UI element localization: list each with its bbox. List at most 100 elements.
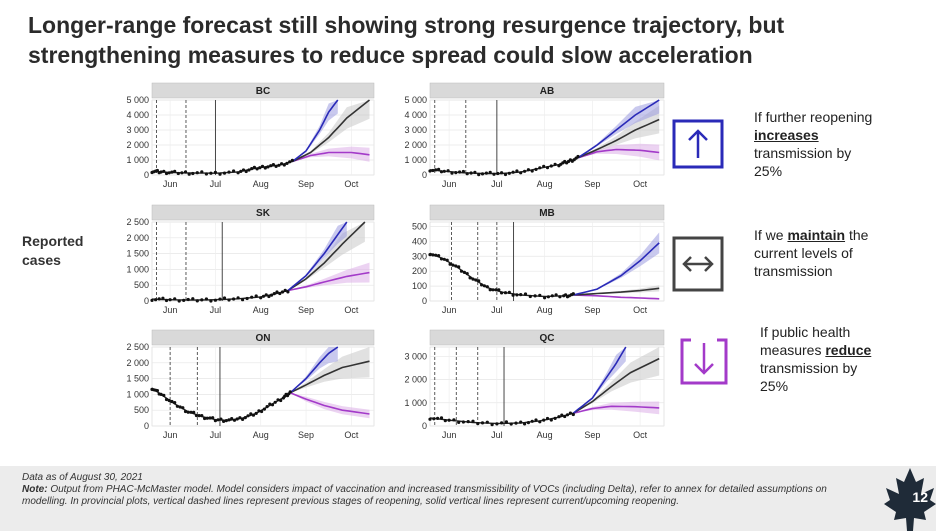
observed-point xyxy=(542,418,546,422)
observed-point xyxy=(495,422,499,426)
forecast-band-maintain xyxy=(578,105,660,158)
observed-point xyxy=(195,299,199,303)
observed-point xyxy=(457,420,461,424)
observed-point xyxy=(511,170,515,174)
observed-point xyxy=(267,294,271,299)
forecast-line-reduce xyxy=(577,148,660,159)
forecast-band-maintain xyxy=(573,285,660,295)
x-tick-label: Jun xyxy=(442,179,457,189)
observed-point xyxy=(260,409,264,414)
observed-point xyxy=(553,162,557,166)
forecast-band-maintain xyxy=(290,347,370,393)
observed-point xyxy=(189,410,193,414)
observed-point xyxy=(450,171,454,175)
forecast-line-increase xyxy=(577,99,660,159)
observed-point xyxy=(254,411,258,415)
observed-point xyxy=(560,413,564,417)
observed-point xyxy=(437,254,441,258)
observed-point xyxy=(238,416,242,420)
observed-point xyxy=(241,417,245,421)
observed-point xyxy=(496,171,500,176)
x-tick-label: Sep xyxy=(584,179,600,189)
y-axis-label-line2: cases xyxy=(22,252,61,268)
observed-point xyxy=(471,419,475,423)
observed-point xyxy=(571,292,575,296)
observed-point xyxy=(209,299,213,303)
observed-point xyxy=(564,293,568,297)
chart-bc: BC 0 1 000 2 000 3 000 4 000 5 000 Jun Jul Aug Sep… xyxy=(126,82,375,189)
observed-point xyxy=(204,297,208,301)
forecast-line-reduce xyxy=(573,405,660,414)
observed-point xyxy=(445,258,449,262)
observed-point xyxy=(476,422,480,426)
observed-point xyxy=(191,171,195,176)
x-tick-label: Aug xyxy=(253,430,269,440)
observed-point xyxy=(213,419,217,423)
x-tick-label: Oct xyxy=(344,305,359,315)
observed-point xyxy=(261,294,266,298)
facet-title: SK xyxy=(256,208,271,219)
observed-point xyxy=(477,279,481,283)
y-tick-label: 0 xyxy=(422,170,427,180)
observed-point xyxy=(530,169,534,173)
observed-point xyxy=(549,418,553,422)
observed-point xyxy=(468,276,472,280)
y-tick-label: 400 xyxy=(412,236,427,246)
legend-increase-keyword: increases xyxy=(754,127,819,143)
observed-point xyxy=(480,283,484,287)
observed-point xyxy=(247,168,251,172)
observed-point xyxy=(167,171,171,175)
observed-point xyxy=(511,293,515,297)
observed-point xyxy=(260,164,265,168)
observed-point xyxy=(219,417,223,421)
observed-point xyxy=(275,290,279,294)
y-tick-label: 3 000 xyxy=(404,125,427,135)
observed-point xyxy=(266,165,270,169)
x-tick-label: Oct xyxy=(633,430,648,440)
legend-maintain-text: If we maintain the current levels of tra… xyxy=(754,226,868,280)
observed-point xyxy=(168,298,172,302)
y-tick-label: 500 xyxy=(134,405,149,415)
y-tick-label: 500 xyxy=(412,221,427,231)
observed-point xyxy=(164,397,169,402)
observed-point xyxy=(471,277,475,281)
observed-point xyxy=(200,170,204,174)
forecast-line-maintain xyxy=(573,287,660,296)
observed-point xyxy=(182,298,186,302)
observed-point xyxy=(250,295,254,299)
observed-point xyxy=(157,297,161,301)
observed-point xyxy=(568,411,572,415)
observed-point xyxy=(461,169,465,174)
observed-point xyxy=(434,168,438,172)
y-tick-label: 2 000 xyxy=(404,140,427,150)
observed-point xyxy=(507,290,511,294)
observed-point xyxy=(451,263,455,267)
observed-point xyxy=(200,414,204,418)
observed-point xyxy=(439,257,444,261)
observed-point xyxy=(474,278,478,282)
observed-point xyxy=(258,166,262,170)
observed-point xyxy=(161,296,165,300)
forecast-line-increase xyxy=(287,221,348,292)
observed-point xyxy=(241,298,245,302)
observed-point xyxy=(437,167,441,171)
y-tick-label: 1 000 xyxy=(126,264,149,274)
observed-point xyxy=(222,419,226,423)
y-tick-label: 0 xyxy=(422,296,427,306)
observed-point xyxy=(557,415,561,419)
forecast-band-increase xyxy=(573,347,626,414)
arrow-up-icon xyxy=(672,119,724,169)
observed-point xyxy=(530,419,534,423)
observed-point xyxy=(519,171,523,175)
x-tick-label: Jul xyxy=(210,305,222,315)
y-tick-label: 0 xyxy=(144,170,149,180)
observed-point xyxy=(176,171,180,176)
observed-point xyxy=(265,405,269,409)
forecast-band-reduce xyxy=(573,401,660,415)
observed-point xyxy=(167,398,171,403)
arrow-down-icon xyxy=(680,338,728,385)
legend-maintain-post: the xyxy=(848,227,869,243)
legend-maintain-line2: current levels of xyxy=(754,245,853,261)
facet-title: QC xyxy=(540,333,555,344)
observed-point xyxy=(452,418,456,422)
